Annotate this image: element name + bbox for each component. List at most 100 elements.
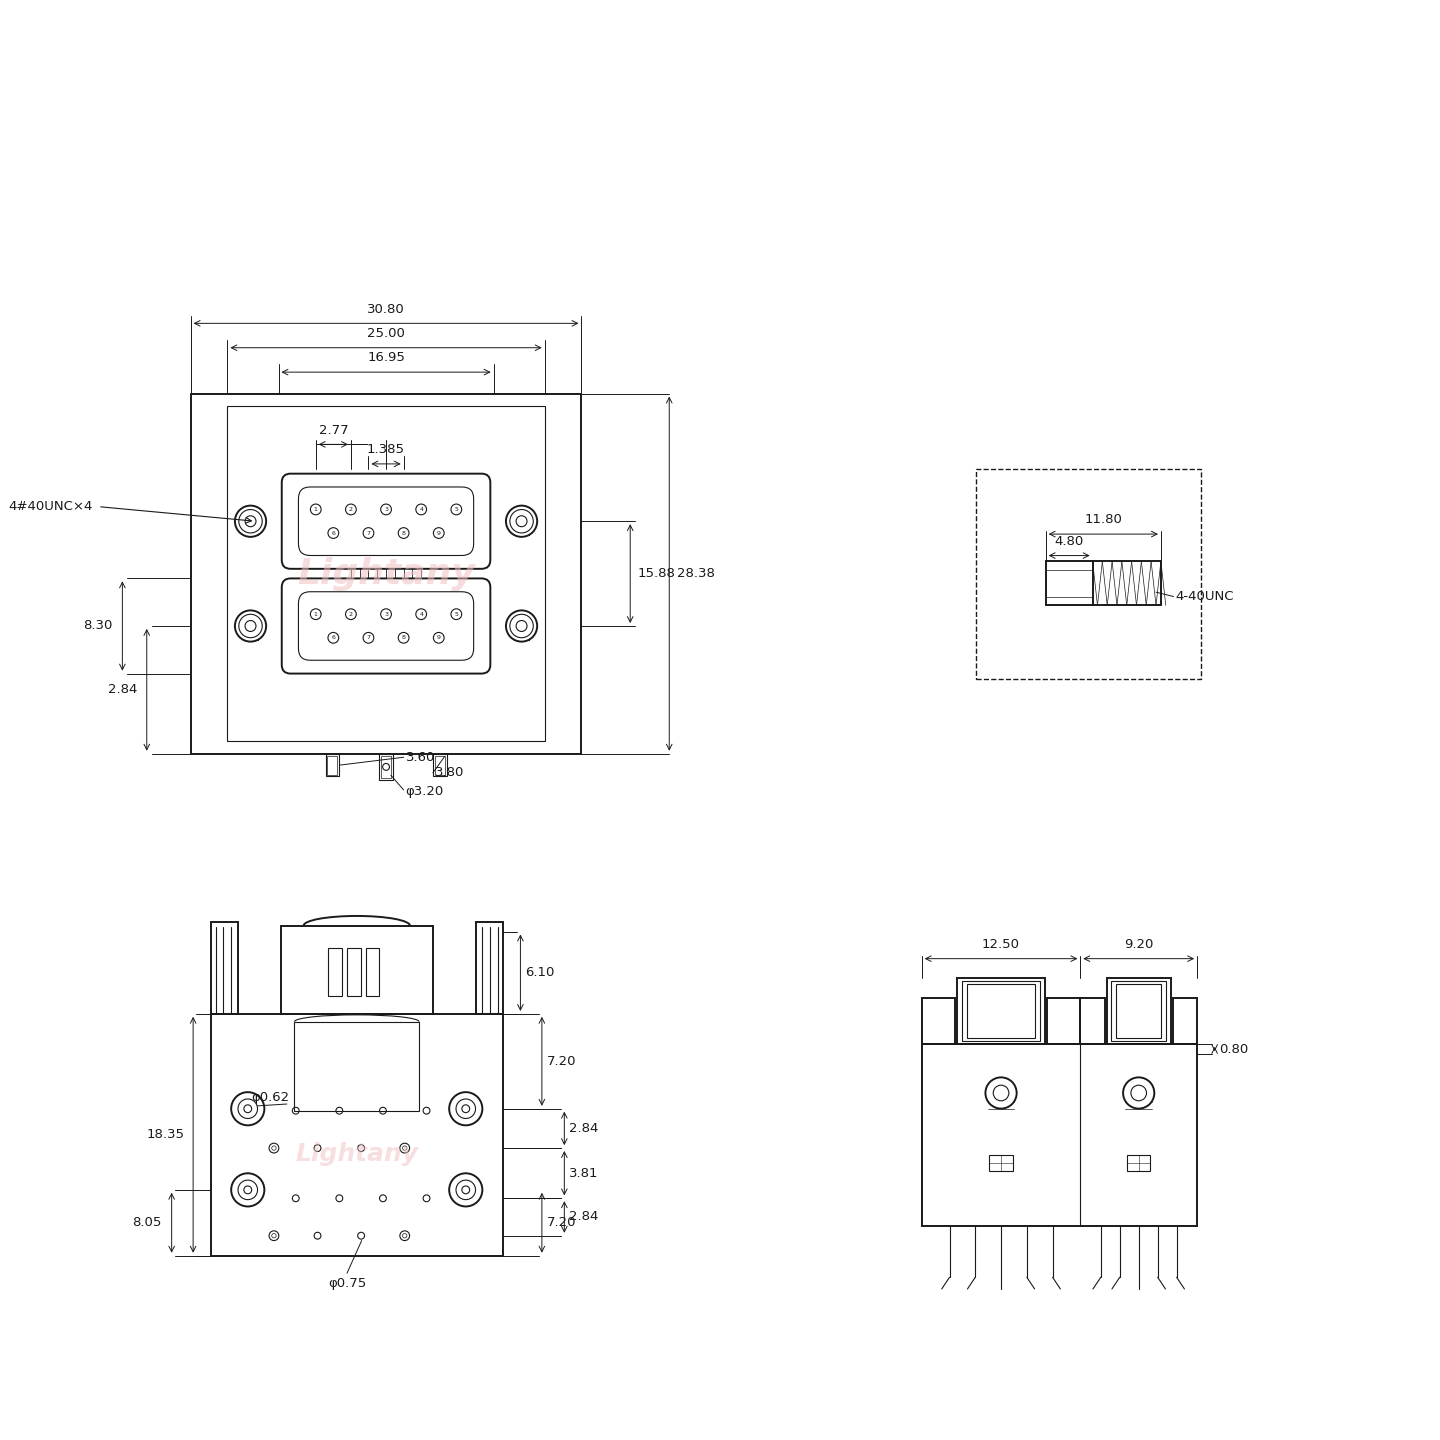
Bar (228, 406, 544, 742)
FancyBboxPatch shape (282, 474, 491, 569)
Circle shape (399, 527, 409, 539)
Text: 7.20: 7.20 (547, 1056, 576, 1068)
Circle shape (456, 1181, 475, 1200)
Bar (433, 753, 446, 776)
Text: Lightany: Lightany (295, 1142, 418, 1166)
Circle shape (238, 1181, 258, 1200)
Circle shape (380, 609, 392, 619)
Circle shape (239, 510, 262, 533)
Circle shape (328, 632, 338, 644)
Bar (1080, 998, 1104, 1044)
Bar (922, 998, 956, 1044)
FancyBboxPatch shape (282, 579, 491, 674)
Circle shape (416, 609, 426, 619)
Text: 6: 6 (331, 530, 336, 536)
Text: 9.20: 9.20 (1125, 937, 1153, 950)
Circle shape (235, 505, 266, 537)
Circle shape (232, 1092, 265, 1125)
Bar (327, 756, 337, 775)
Circle shape (243, 1187, 252, 1194)
Text: φ0.75: φ0.75 (328, 1277, 366, 1290)
Bar (1047, 998, 1080, 1044)
Text: 7: 7 (366, 530, 370, 536)
Text: φ0.62: φ0.62 (252, 1092, 289, 1104)
Bar (1128, 1155, 1151, 1171)
Bar (968, 984, 1035, 1038)
Circle shape (510, 615, 533, 638)
Circle shape (399, 632, 409, 644)
Text: 3: 3 (384, 507, 387, 513)
Text: 8: 8 (402, 530, 406, 536)
Bar (962, 981, 1040, 1041)
Text: 8.05: 8.05 (132, 1217, 161, 1230)
Text: 9: 9 (436, 530, 441, 536)
Bar (958, 978, 1044, 1044)
Text: 7: 7 (366, 635, 370, 641)
Circle shape (232, 1174, 265, 1207)
Circle shape (238, 1099, 258, 1119)
Bar (976, 468, 1201, 678)
Bar (328, 948, 343, 996)
Text: 1.385: 1.385 (367, 444, 405, 456)
Circle shape (505, 505, 537, 537)
Circle shape (433, 632, 444, 644)
Text: 4#40UNC×4: 4#40UNC×4 (9, 500, 94, 513)
Text: 18.35: 18.35 (147, 1129, 184, 1142)
Bar (382, 756, 390, 778)
Text: 9: 9 (436, 635, 441, 641)
Circle shape (311, 609, 321, 619)
Circle shape (363, 632, 374, 644)
Bar (210, 922, 238, 1014)
Text: 5: 5 (455, 612, 458, 616)
Bar (379, 753, 393, 780)
Text: 6: 6 (331, 635, 336, 641)
Circle shape (516, 516, 527, 527)
Text: 12.50: 12.50 (982, 937, 1020, 950)
Text: 3.60: 3.60 (406, 750, 435, 763)
Text: 6.10: 6.10 (526, 966, 554, 979)
Text: 8.30: 8.30 (84, 619, 112, 632)
FancyBboxPatch shape (298, 487, 474, 556)
Circle shape (311, 504, 321, 514)
Text: 2.84: 2.84 (569, 1211, 599, 1224)
Text: φ3.20: φ3.20 (406, 785, 444, 798)
Bar (210, 1014, 503, 1256)
Circle shape (245, 621, 256, 632)
Text: 2.84: 2.84 (569, 1122, 599, 1135)
Text: 30.80: 30.80 (367, 302, 405, 315)
Text: 4.80: 4.80 (1054, 534, 1084, 547)
Circle shape (416, 504, 426, 514)
Circle shape (245, 516, 256, 527)
Text: 15.88: 15.88 (638, 567, 675, 580)
Circle shape (239, 615, 262, 638)
Text: 28.38: 28.38 (677, 567, 714, 580)
Circle shape (346, 609, 356, 619)
Bar (281, 926, 433, 1014)
Text: 0.80: 0.80 (1220, 1043, 1248, 1056)
Circle shape (451, 504, 462, 514)
Circle shape (346, 504, 356, 514)
Circle shape (380, 504, 392, 514)
Text: 3.80: 3.80 (435, 766, 464, 779)
Circle shape (456, 1099, 475, 1119)
Circle shape (516, 621, 527, 632)
Circle shape (1130, 1086, 1146, 1100)
Text: 4: 4 (419, 507, 423, 513)
Circle shape (243, 1104, 252, 1113)
Text: 2: 2 (348, 612, 353, 616)
Bar (1112, 981, 1166, 1041)
Bar (1045, 562, 1093, 605)
Circle shape (328, 527, 338, 539)
Bar (347, 948, 360, 996)
Text: 16.95: 16.95 (367, 351, 405, 364)
Bar (475, 922, 503, 1014)
Bar (1116, 984, 1161, 1038)
Text: 4: 4 (419, 612, 423, 616)
Circle shape (510, 510, 533, 533)
Bar (190, 393, 582, 753)
FancyBboxPatch shape (298, 592, 474, 661)
Text: 4-40UNC: 4-40UNC (1175, 590, 1234, 603)
Text: 25.00: 25.00 (367, 327, 405, 340)
Text: 3.81: 3.81 (569, 1166, 599, 1179)
Circle shape (462, 1104, 469, 1113)
